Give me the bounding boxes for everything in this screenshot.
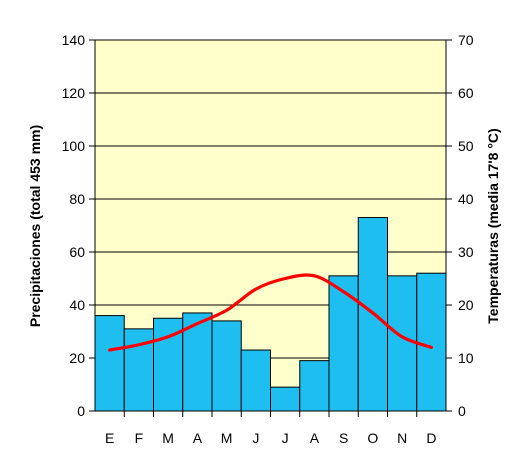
right-axis-ticks: 0 10 20 30 40 50 60 70 (446, 32, 474, 419)
bar (416, 272, 447, 412)
x-tick-label: N (397, 430, 407, 446)
bar (94, 315, 125, 412)
left-tick-label: 60 (69, 244, 85, 260)
left-tick-label: 140 (62, 32, 86, 48)
left-tick-label: 80 (69, 191, 85, 207)
bar (328, 275, 359, 412)
x-tick-label: A (193, 430, 203, 446)
left-tick-label: 40 (69, 297, 85, 313)
left-tick-label: 100 (62, 138, 86, 154)
x-tick-label: E (105, 430, 114, 446)
right-tick-label: 70 (458, 32, 474, 48)
right-tick-label: 0 (458, 403, 466, 419)
right-tick-label: 60 (458, 85, 474, 101)
x-tick-label: A (310, 430, 320, 446)
left-tick-label: 0 (77, 403, 85, 419)
left-tick-label: 20 (69, 350, 85, 366)
x-tick-label: J (282, 430, 289, 446)
x-tick-label: D (426, 430, 436, 446)
left-axis-ticks: 0 20 40 60 80 100 120 140 (62, 32, 95, 419)
bar (299, 360, 330, 412)
bar (270, 386, 301, 412)
bar (240, 349, 271, 412)
bar (387, 275, 418, 412)
temperature-line (108, 273, 433, 352)
precipitation-bars (94, 217, 447, 412)
left-tick-label: 120 (62, 85, 86, 101)
right-tick-label: 10 (458, 350, 474, 366)
right-tick-label: 30 (458, 244, 474, 260)
bar (211, 320, 242, 412)
right-tick-label: 20 (458, 297, 474, 313)
y2-axis-title: Temperaturas (media 17'8 °C) (485, 128, 501, 323)
x-tick-label: J (252, 430, 259, 446)
x-tick-label: O (367, 430, 378, 446)
right-tick-label: 50 (458, 138, 474, 154)
x-tick-label: F (135, 430, 144, 446)
x-tick-label: M (162, 430, 174, 446)
x-tick-label: S (339, 430, 348, 446)
x-tick-label: M (221, 430, 233, 446)
y-axis-title: Precipitaciones (total 453 mm) (27, 125, 43, 327)
right-tick-label: 40 (458, 191, 474, 207)
